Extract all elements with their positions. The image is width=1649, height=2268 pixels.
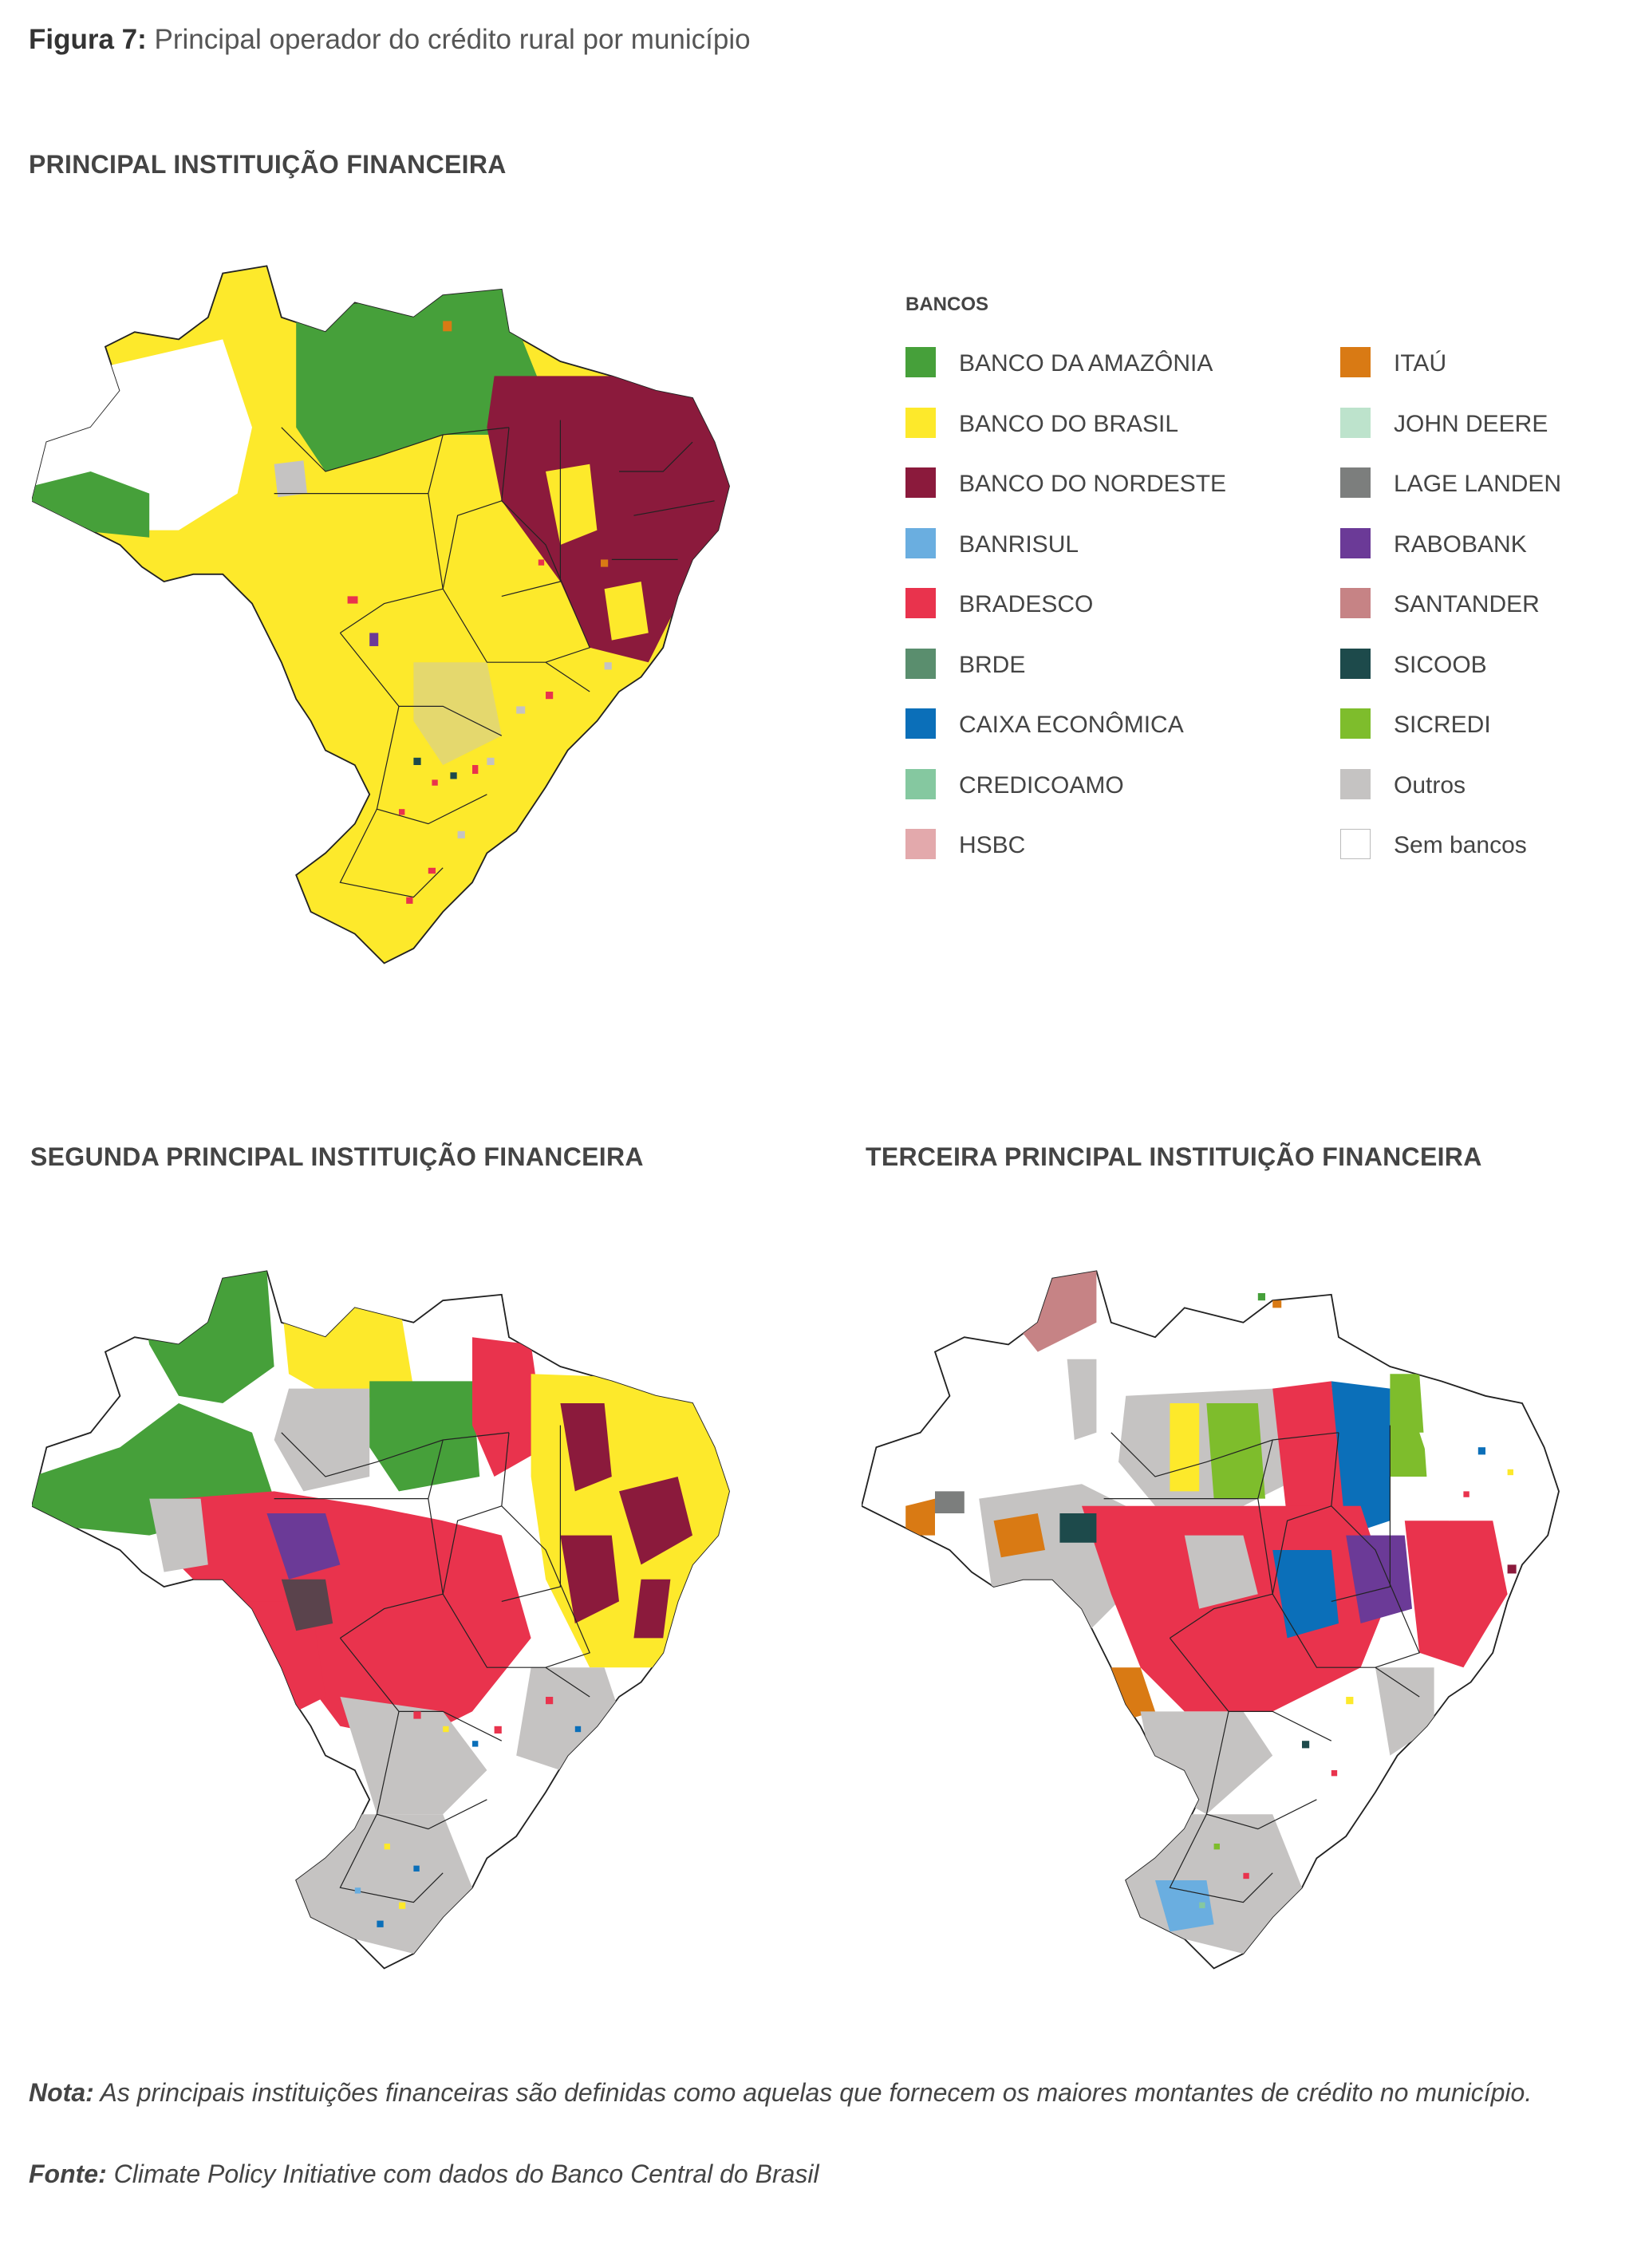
section-title-principal: PRINCIPAL INSTITUIÇÃO FINANCEIRA	[29, 150, 507, 179]
source: Fonte: Climate Policy Initiative com dad…	[29, 2160, 819, 2189]
legend-swatch	[1340, 648, 1371, 679]
legend-label: HSBC	[959, 832, 1026, 858]
legend-label: BANRISUL	[959, 531, 1079, 558]
legend-label: Outros	[1394, 771, 1466, 799]
legend-label: BANCO DA AMAZÔNIA	[959, 350, 1213, 377]
region-banco-amazonia-north	[296, 288, 546, 471]
legend-heading: BANCOS	[905, 294, 989, 315]
legend-swatch	[905, 648, 936, 679]
legend-label: Sem bancos	[1394, 832, 1527, 858]
map-terceira	[862, 1270, 1560, 1970]
note-text: As principais instituições financeiras s…	[100, 2078, 1533, 2107]
scattered-municipalities	[347, 321, 612, 904]
region-outros-patch	[274, 460, 307, 498]
region-yellow-ne-patches-2	[604, 582, 649, 641]
legend-swatch	[1340, 588, 1371, 618]
legend-label: LAGE LANDEN	[1394, 471, 1562, 497]
map-principal	[32, 265, 730, 964]
legend-label: BRDE	[959, 651, 1026, 678]
region-yellow-ne-patches	[546, 463, 598, 545]
section-title-terceira: TERCEIRA PRINCIPAL INSTITUIÇÃO FINANCEIR…	[866, 1142, 1482, 1171]
source-text: Climate Policy Initiative com dados do B…	[113, 2160, 819, 2188]
legend-label: CREDICOAMO	[959, 771, 1124, 799]
legend-swatch	[905, 467, 936, 498]
legend-swatch	[905, 768, 936, 799]
state-borders	[274, 1425, 591, 1903]
legend-label: SANTANDER	[1394, 591, 1540, 617]
scattered-municipalities	[1199, 1293, 1517, 1908]
legend-swatch	[1340, 829, 1371, 859]
legend-swatch	[905, 347, 936, 377]
state-borders	[274, 420, 715, 898]
map-segunda	[32, 1270, 730, 1970]
legend-swatch	[1340, 527, 1371, 558]
legend-swatch	[905, 708, 936, 739]
legend: BANCOS BANCO DA AMAZÔNIA BANCO DO BRASIL B…	[905, 294, 1608, 884]
legend-label: BRADESCO	[959, 591, 1094, 617]
legend-swatch	[1340, 708, 1371, 739]
legend-swatch	[905, 407, 936, 438]
source-label: Fonte:	[29, 2160, 107, 2188]
legend-swatch	[1340, 768, 1371, 799]
region-banco-nordeste	[487, 376, 729, 663]
legend-label: CAIXA ECONÔMICA	[959, 712, 1184, 738]
legend-swatch	[905, 829, 936, 859]
section-title-segunda: SEGUNDA PRINCIPAL INSTITUIÇÃO FINANCEIRA	[30, 1142, 644, 1171]
note-label: Nota:	[29, 2078, 94, 2107]
legend-label: RABOBANK	[1394, 531, 1527, 558]
legend-swatch	[1340, 347, 1371, 377]
legend-swatch	[1340, 467, 1371, 498]
scattered-municipalities	[354, 1697, 582, 1927]
legend-label: BANCO DO BRASIL	[959, 410, 1179, 437]
note: Nota: As principais instituições finance…	[29, 2078, 1532, 2108]
figure-caption: Principal operador do crédito rural por …	[154, 24, 751, 55]
legend-swatch	[905, 527, 936, 558]
legend-label: SICOOB	[1394, 651, 1487, 678]
legend-swatch	[1340, 407, 1371, 438]
figure-label: Figura 7:	[29, 24, 147, 55]
legend-label: BANCO DO NORDESTE	[959, 471, 1227, 497]
state-borders	[1103, 1425, 1421, 1903]
legend-label: JOHN DEERE	[1394, 410, 1548, 437]
legend-label: ITAÚ	[1394, 350, 1447, 377]
legend-label: SICREDI	[1394, 712, 1491, 738]
figure-title: Figura 7: Principal operador do crédito …	[29, 24, 751, 56]
legend-swatch	[905, 588, 936, 618]
